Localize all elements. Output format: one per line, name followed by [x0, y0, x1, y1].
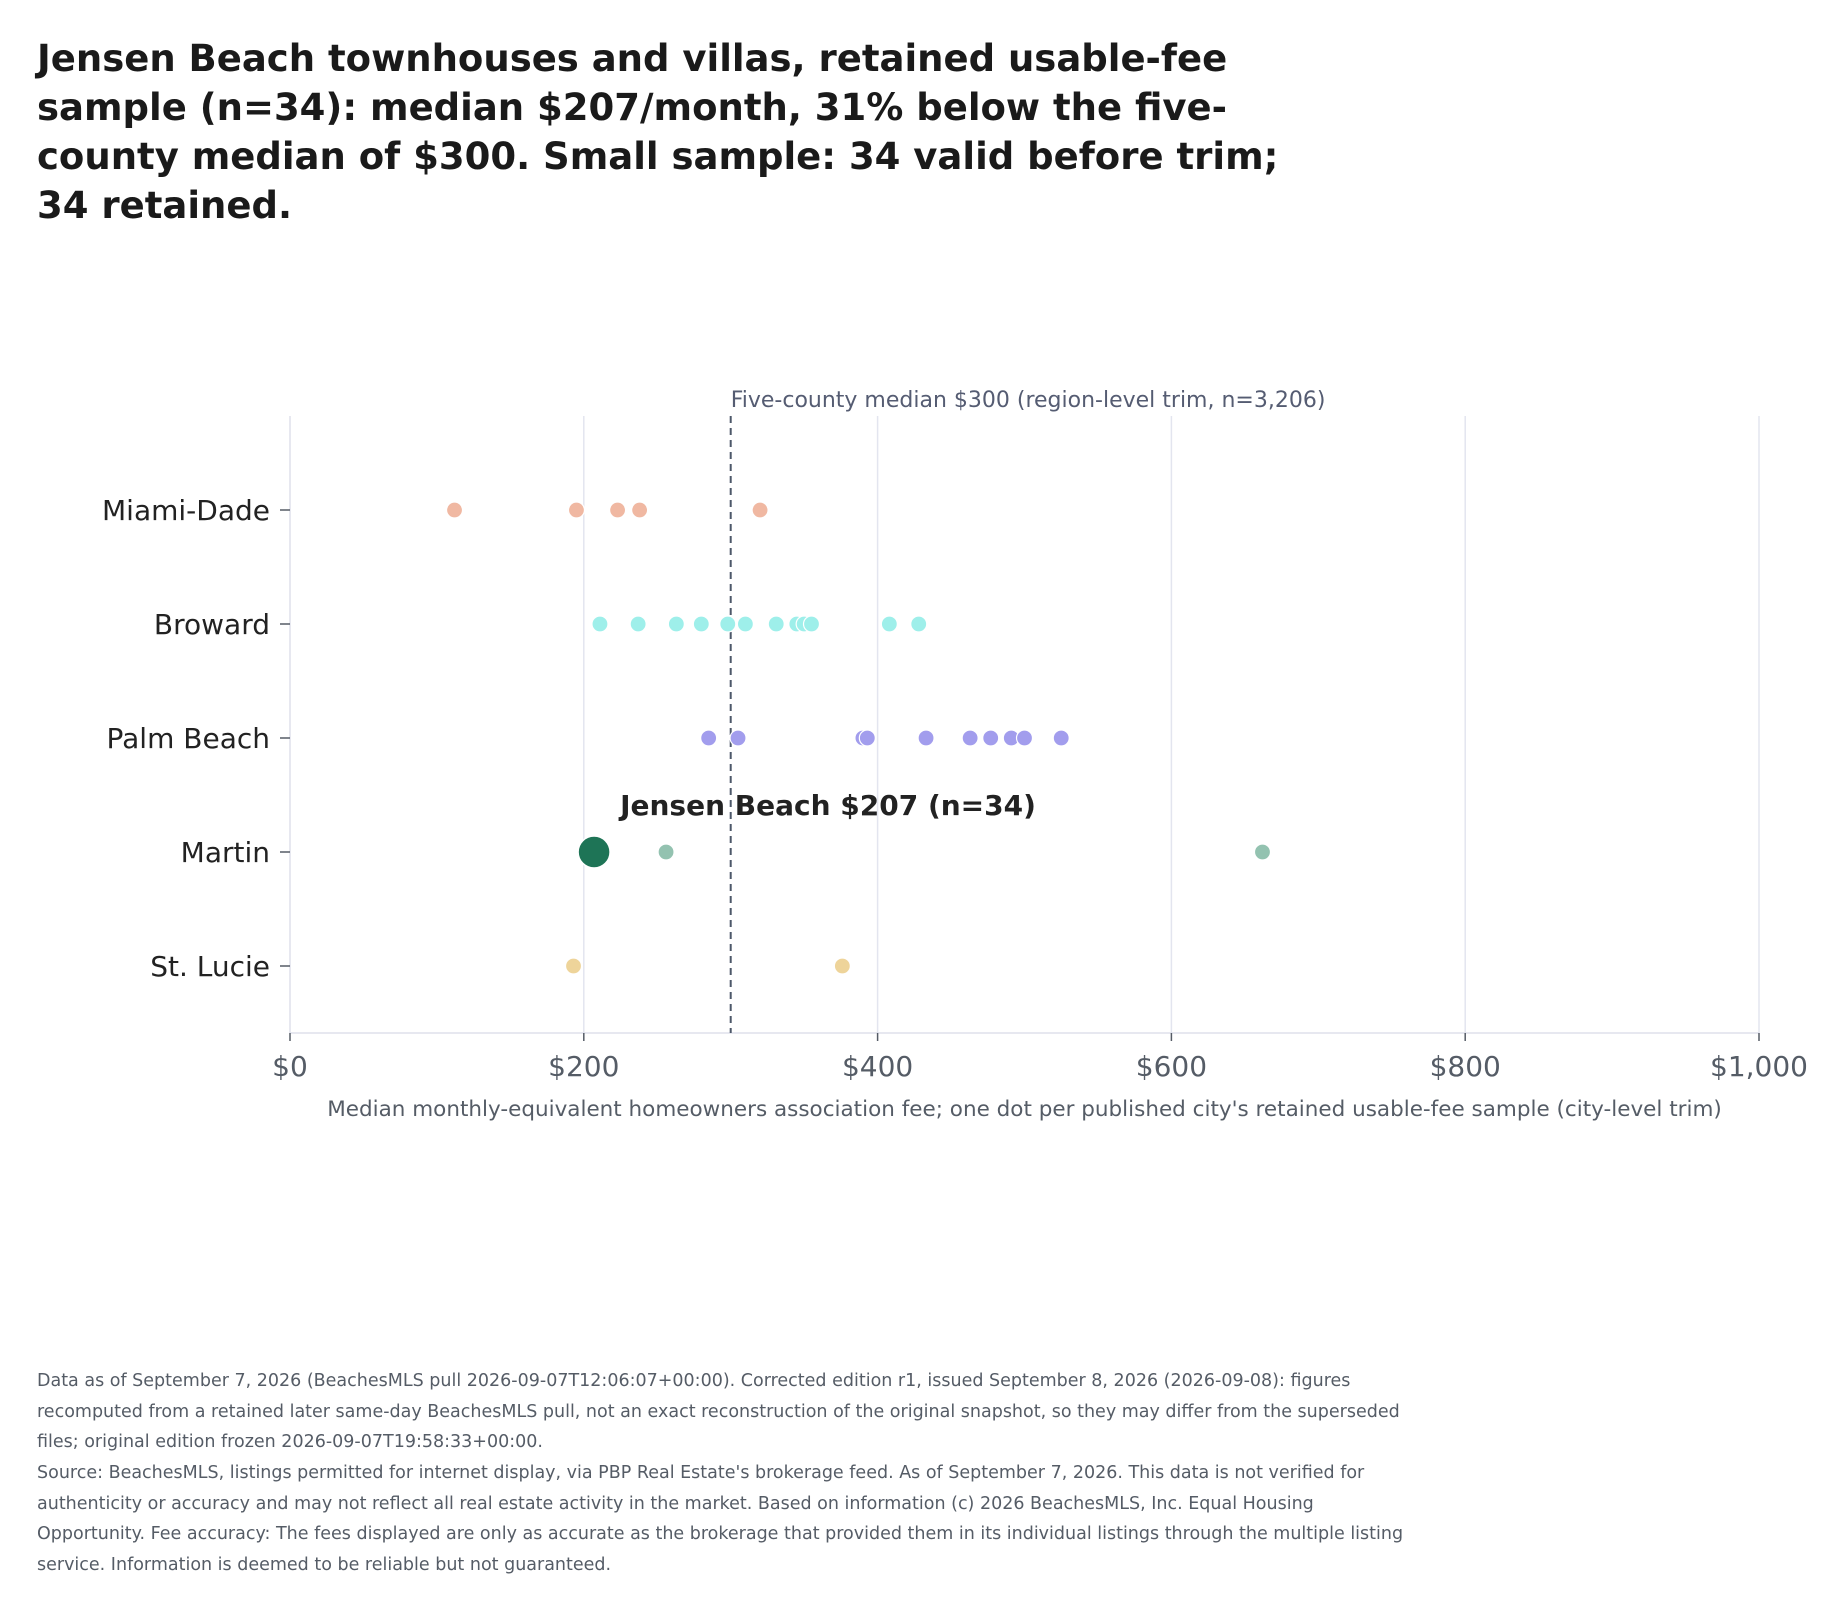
data-point — [736, 615, 754, 633]
dot-plot: $0 $200 $400 $600 $800 $1,000 Miami-Dade Browar… — [102, 388, 1808, 1122]
data-point — [961, 729, 979, 747]
x-axis-label: Median monthly-equivalent homeowners ass… — [327, 1097, 1722, 1122]
data-point — [1253, 843, 1272, 861]
data-point — [751, 501, 769, 519]
source-note: Source: BeachesMLS, listings permitted f… — [37, 1463, 1404, 1575]
data-point — [729, 729, 747, 747]
x-tick-label: $800 — [1430, 1050, 1501, 1083]
data-point — [767, 615, 785, 633]
gridlines — [583, 416, 1760, 1033]
data-point — [917, 729, 935, 747]
highlight-point — [577, 835, 611, 869]
x-tick-label: $1,000 — [1710, 1050, 1808, 1083]
data-point — [858, 729, 876, 747]
data-point — [700, 729, 718, 747]
data-point — [445, 501, 464, 519]
y-tick-label: St. Lucie — [150, 950, 270, 983]
data-point — [567, 501, 586, 519]
data-point — [657, 843, 675, 861]
data-point — [692, 615, 710, 633]
data-point — [910, 615, 928, 633]
data-point — [880, 615, 898, 633]
data-note: Data as of September 7, 2026 (BeachesMLS… — [37, 1371, 1400, 1452]
data-point — [564, 957, 583, 975]
y-tick-label: Miami-Dade — [102, 494, 270, 527]
data-point — [1015, 729, 1034, 747]
data-point — [982, 729, 1000, 747]
data-point — [631, 501, 649, 519]
x-tick-label: $200 — [548, 1050, 619, 1083]
data-point — [629, 615, 647, 633]
data-points — [445, 501, 1272, 975]
chart-title: Jensen Beach townhouses and villas, reta… — [37, 37, 1279, 227]
reference-line-group: Five-county median $300 (region-level tr… — [729, 388, 1326, 1033]
y-tick-label: Palm Beach — [107, 722, 270, 755]
data-point — [591, 615, 609, 633]
annotations: Jensen Beach $207 (n=34) — [618, 789, 1036, 822]
data-point — [667, 615, 685, 633]
data-point — [719, 615, 737, 633]
reference-line-label: Five-county median $300 (region-level tr… — [731, 388, 1326, 413]
data-point — [802, 615, 821, 633]
y-tick-label: Martin — [181, 836, 270, 869]
highlight-label: Jensen Beach $207 (n=34) — [618, 789, 1036, 822]
data-point — [608, 501, 627, 519]
y-tick-label: Broward — [154, 608, 270, 641]
data-point — [1052, 729, 1070, 747]
x-tick-label: $400 — [842, 1050, 913, 1083]
x-tick-label: $600 — [1136, 1050, 1207, 1083]
axes: $0 $200 $400 $600 $800 $1,000 Miami-Dade Browar… — [102, 416, 1808, 1122]
x-tick-label: $0 — [272, 1050, 308, 1083]
data-point — [833, 957, 851, 975]
